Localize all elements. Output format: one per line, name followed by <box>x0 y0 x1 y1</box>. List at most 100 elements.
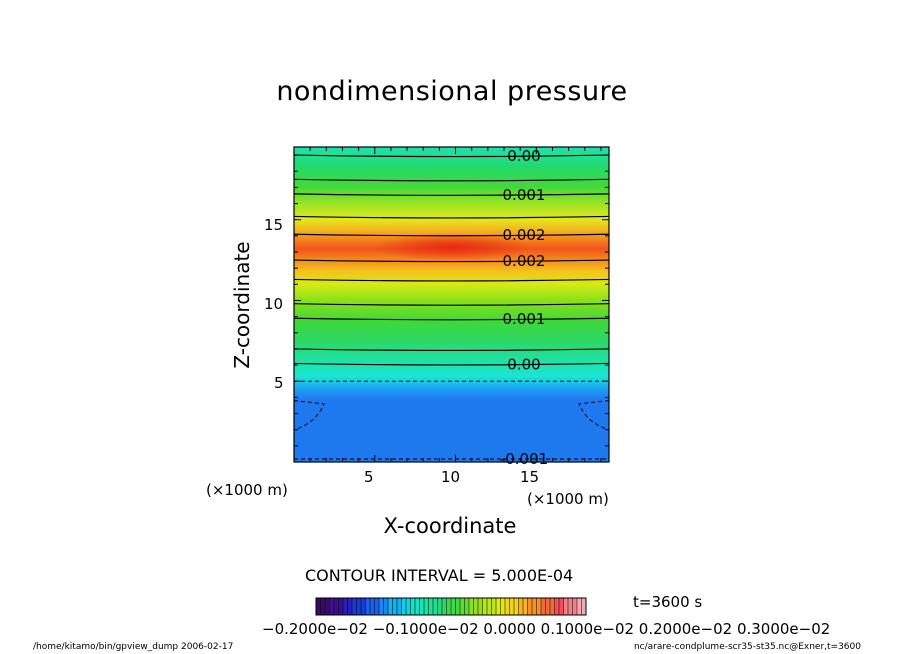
contour-label: 0.00 <box>507 147 540 165</box>
svg-text:0.00: 0.00 <box>507 147 540 165</box>
colorbar-cell <box>415 598 420 615</box>
time-label: t=3600 s <box>633 593 703 611</box>
colorbar-cell <box>379 598 384 615</box>
contour-line <box>293 362 610 366</box>
colorbar-cell <box>442 598 447 615</box>
colorbar-cell <box>563 598 569 615</box>
colorbar-cell <box>532 598 537 615</box>
colorbar-cell <box>545 598 551 615</box>
x-tick-label: 5 <box>364 468 374 486</box>
colorbar-cell <box>536 598 542 615</box>
contour-interval-text: CONTOUR INTERVAL = 5.000E-04 <box>305 566 574 585</box>
colorbar-cell <box>424 598 429 615</box>
contour-label: 0.001 <box>503 186 546 204</box>
colorbar-cell <box>329 598 335 615</box>
svg-text:0.00: 0.00 <box>507 355 540 373</box>
y-axis-label: Z-coordinate <box>230 241 254 369</box>
y-axis-unit: (×1000 m) <box>206 481 288 499</box>
svg-text:0.001: 0.001 <box>503 186 546 204</box>
colorbar-cell <box>320 598 326 615</box>
contour-label: 0.002 <box>503 226 546 244</box>
colorbar-frame <box>315 597 587 616</box>
colorbar-cell <box>500 598 506 615</box>
svg-text:0.002: 0.002 <box>503 252 546 270</box>
y-tick-label: 5 <box>274 374 284 392</box>
colorbar-cell <box>460 598 465 615</box>
colorbar-cell <box>482 598 488 615</box>
contour-line <box>293 303 610 306</box>
colorbar-cell <box>365 598 371 615</box>
colorbar-cell <box>554 598 560 615</box>
colorbar-cell <box>388 598 393 615</box>
colorbar-cell <box>361 598 366 615</box>
colorbar-cell <box>338 598 344 615</box>
contour-label: 0.002 <box>503 252 546 270</box>
svg-text:-0.001: -0.001 <box>500 450 548 468</box>
svg-text:0.001: 0.001 <box>503 310 546 328</box>
colorbar-cell <box>455 598 461 615</box>
colorbar-cell <box>406 598 411 615</box>
contour-line-negative <box>293 400 325 431</box>
colorbar-cell <box>496 598 501 615</box>
contour-line <box>293 154 610 158</box>
colorbar-cell <box>325 598 330 615</box>
colorbar-cell <box>509 598 515 615</box>
colorbar-cell <box>316 598 321 615</box>
colorbar-cell <box>518 598 524 615</box>
colorbar-cell <box>433 598 438 615</box>
colorbar-cell <box>374 598 380 615</box>
contour-label: 0.00 <box>507 355 540 373</box>
colorbar-cell <box>347 598 353 615</box>
contour-line-negative <box>578 400 610 431</box>
colorbar-cell <box>581 598 587 615</box>
contour-line <box>293 259 610 263</box>
contour-line <box>293 278 610 282</box>
colorbar-cell <box>541 598 546 615</box>
x-tick-label: 15 <box>520 468 540 486</box>
colorbar-cell <box>397 598 402 615</box>
colorbar-cell <box>383 598 389 615</box>
colorbar-cell <box>464 598 470 615</box>
contour-line <box>293 233 610 237</box>
colorbar-cell <box>451 598 456 615</box>
y-tick-label: 10 <box>264 295 284 313</box>
colorbar-cell <box>478 598 483 615</box>
footer-left: /home/kitamo/bin/gpview_dump 2006-02-17 <box>33 642 234 652</box>
colorbar-cell <box>473 598 479 615</box>
svg-text:0.002: 0.002 <box>503 226 546 244</box>
colorbar-cell <box>401 598 407 615</box>
pressure-maximum <box>372 233 533 262</box>
colorbar-cell <box>491 598 497 615</box>
contour-line <box>293 215 610 219</box>
colorbar-cell <box>487 598 492 615</box>
contour-line <box>293 348 610 352</box>
colorbar-cell <box>523 598 528 615</box>
colorbar-cell <box>343 598 348 615</box>
chart-title: nondimensional pressure <box>276 76 628 107</box>
colorbar-cell <box>334 598 339 615</box>
contour-label: -0.001 <box>500 450 548 468</box>
contour-line <box>293 178 610 182</box>
colorbar-cell <box>527 598 533 615</box>
contour-line <box>293 317 610 321</box>
y-tick-label: 15 <box>264 216 284 234</box>
colorbar-tick-labels: −0.2000e−02 −0.1000e−02 0.0000 0.1000e−0… <box>262 620 831 638</box>
colorbar-cell <box>514 598 519 615</box>
colorbar-cell <box>352 598 357 615</box>
colorbar-cell <box>428 598 434 615</box>
colorbar-cell <box>446 598 452 615</box>
x-axis-unit: (×1000 m) <box>527 490 609 508</box>
colorbar-cell <box>505 598 510 615</box>
colorbar-cell <box>437 598 443 615</box>
colorbar-cell <box>568 598 573 615</box>
plot-frame <box>293 146 610 463</box>
x-tick-label: 10 <box>441 468 461 486</box>
colorbar-cell <box>392 598 398 615</box>
footer-right: nc/arare-condplume-scr35-st35.nc@Exner,t… <box>633 642 861 652</box>
colorbar-cell <box>469 598 474 615</box>
colorbar-cell <box>559 598 564 615</box>
colorbar-cell <box>572 598 578 615</box>
colorbar-cell <box>550 598 555 615</box>
colorbar-cell <box>370 598 375 615</box>
